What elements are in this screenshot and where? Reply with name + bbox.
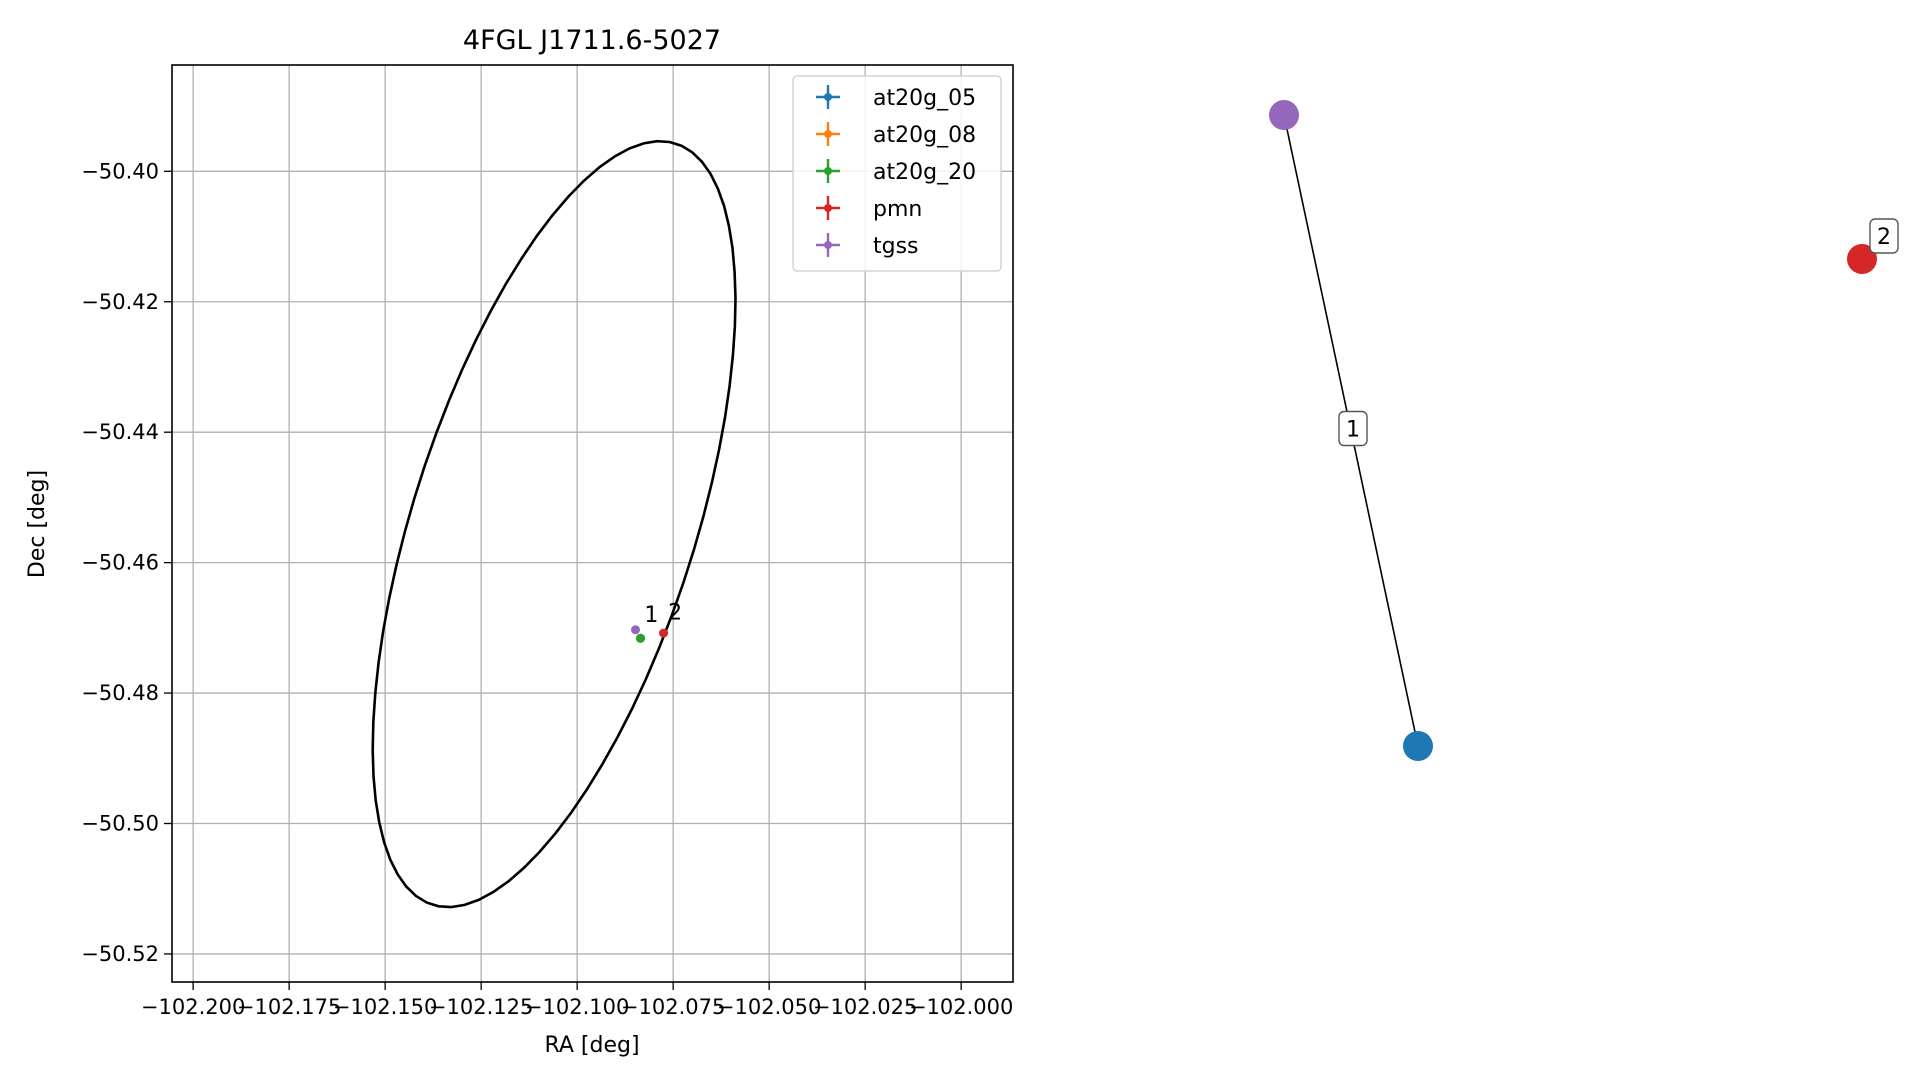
x-tick-label: −102.000 bbox=[909, 995, 1013, 1019]
edge-label-box bbox=[1338, 410, 1368, 447]
legend-label: at20g_08 bbox=[873, 123, 976, 148]
legend-dot-at20g_20 bbox=[824, 167, 832, 175]
legend-box bbox=[792, 75, 1002, 272]
graph-node-at20g bbox=[1403, 731, 1433, 761]
y-tick-label: −50.52 bbox=[81, 942, 159, 966]
x-tick-label: −102.125 bbox=[429, 995, 533, 1019]
y-tick-label: −50.40 bbox=[81, 159, 159, 183]
node-label-box bbox=[1869, 218, 1899, 254]
point-at20g_20 bbox=[636, 633, 646, 643]
y-axis-label: Dec [deg] bbox=[25, 470, 50, 578]
node-label: 2 bbox=[1877, 225, 1891, 250]
y-tick-label: −50.42 bbox=[81, 290, 159, 314]
legend-dot-at20g_08 bbox=[824, 130, 832, 138]
x-tick-label: −102.200 bbox=[141, 995, 245, 1019]
y-tick-label: −50.48 bbox=[81, 681, 159, 705]
legend-dot-tgss bbox=[824, 241, 832, 249]
x-tick-label: −102.075 bbox=[621, 995, 725, 1019]
y-axis-ticks: −50.40 −50.42 −50.44 −50.46 −50.48 −50.50 −50.… bbox=[81, 159, 172, 966]
legend-dot-at20g_05 bbox=[824, 93, 832, 101]
graph-node-pmn bbox=[1847, 244, 1877, 274]
plot-frame bbox=[171, 64, 1014, 983]
x-tick-label: −102.100 bbox=[525, 995, 629, 1019]
x-tick-label: −102.050 bbox=[717, 995, 821, 1019]
legend-label: tgss bbox=[873, 234, 919, 259]
legend-dot-pmn bbox=[824, 204, 832, 212]
chart-title: 4FGL J1711.6-5027 bbox=[463, 25, 721, 56]
edge-label: 1 bbox=[1346, 418, 1360, 443]
x-tick-label: −102.175 bbox=[237, 995, 341, 1019]
graph-node-tgss bbox=[1269, 100, 1299, 130]
y-tick-label: −50.44 bbox=[81, 420, 159, 444]
legend-label: pmn bbox=[873, 197, 922, 222]
error-ellipse bbox=[371, 139, 737, 909]
x-axis-label: RA [deg] bbox=[544, 1033, 639, 1058]
point-annotation: 2 bbox=[668, 600, 682, 625]
point-annotation: 1 bbox=[644, 603, 658, 628]
legend-label: at20g_05 bbox=[873, 86, 976, 111]
x-tick-label: −102.025 bbox=[813, 995, 917, 1019]
legend-label: at20g_20 bbox=[873, 160, 976, 185]
y-tick-label: −50.50 bbox=[81, 812, 159, 836]
point-tgss bbox=[631, 625, 641, 635]
network-graph: 12 bbox=[1269, 100, 1899, 761]
x-tick-label: −102.150 bbox=[333, 995, 437, 1019]
error-ellipse-layer bbox=[371, 139, 737, 909]
points-layer bbox=[631, 625, 669, 643]
x-axis-ticks: −102.200−102.175−102.150−102.125−102.100… bbox=[141, 982, 1013, 1019]
y-tick-label: −50.46 bbox=[81, 551, 159, 575]
point-pmn bbox=[659, 628, 669, 638]
